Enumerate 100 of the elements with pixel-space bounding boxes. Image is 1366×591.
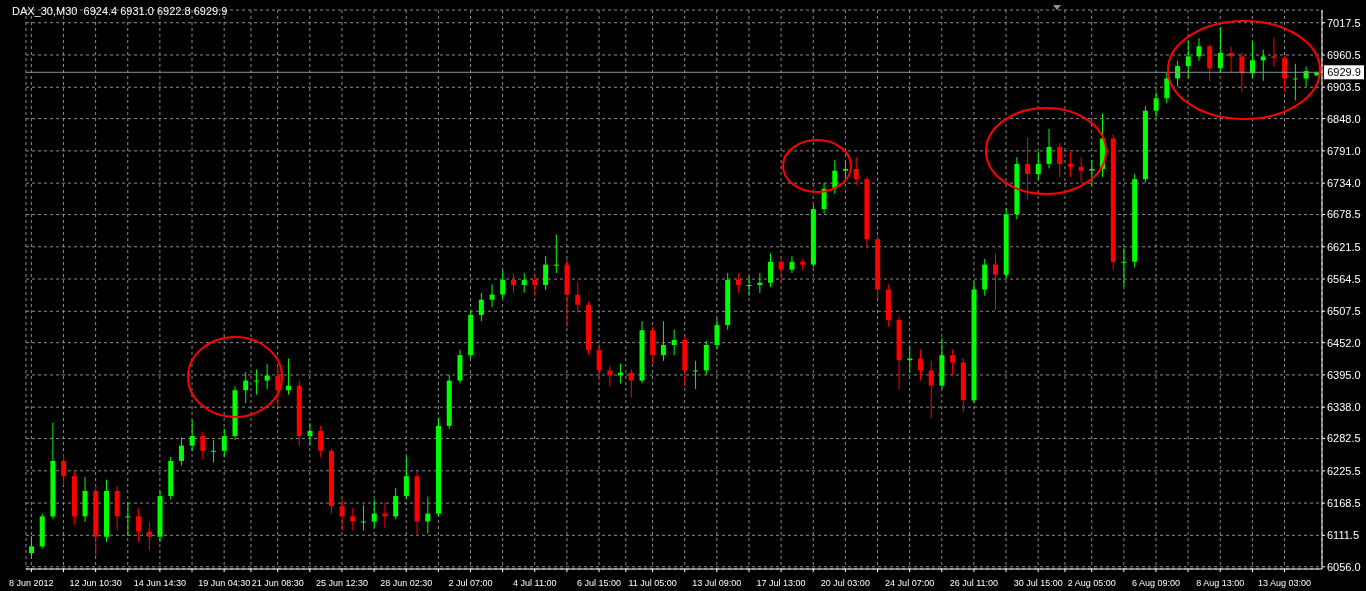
candlestick xyxy=(1025,136,1031,201)
candlestick xyxy=(1260,49,1266,82)
x-tick-label: 28 Jun 02:30 xyxy=(380,578,433,588)
candlestick xyxy=(789,255,795,274)
candlestick xyxy=(1067,150,1073,178)
candlestick xyxy=(221,428,227,458)
x-tick-label: 26 Jul 11:00 xyxy=(949,578,999,588)
x-tick-label: 17 Jul 13:00 xyxy=(756,578,806,588)
candlestick xyxy=(853,156,859,186)
candlestick xyxy=(253,368,259,396)
candlestick xyxy=(1217,26,1223,73)
x-tick-label: 2 Aug 05:00 xyxy=(1067,578,1116,588)
candlestick xyxy=(1196,37,1202,62)
x-tick-label: 11 Jul 05:00 xyxy=(628,578,677,588)
candlestick xyxy=(928,360,934,419)
candlestick xyxy=(832,159,838,195)
candlestick xyxy=(1153,91,1159,118)
candlestick xyxy=(596,343,602,382)
candlestick xyxy=(950,348,956,376)
candlestick xyxy=(211,439,217,464)
candlestick xyxy=(532,275,538,297)
x-tick-label: 19 Jun 04:30 xyxy=(198,578,251,588)
y-tick-label: 6056.0 xyxy=(1327,560,1361,573)
chart-title: DAX_30,M30 6924.4 6931.0 6922.8 6929.9 xyxy=(12,5,228,17)
y-tick-label: 6734.0 xyxy=(1327,177,1361,190)
x-tick-label: 14 Jun 14:30 xyxy=(133,578,186,588)
y-tick-label: 6903.5 xyxy=(1327,81,1361,94)
x-tick-label: 8 Jun 2012 xyxy=(9,578,54,588)
ref-line-label: 6929.9 xyxy=(1327,66,1361,79)
candlestick xyxy=(61,453,67,486)
candlestick xyxy=(660,320,666,362)
candlestick xyxy=(1089,159,1095,186)
y-tick-label: 6282.5 xyxy=(1327,432,1361,445)
candlestick xyxy=(146,521,152,551)
x-tick-label: 6 Jul 15:00 xyxy=(577,578,622,588)
y-tick-label: 6564.5 xyxy=(1327,272,1361,285)
y-tick-label: 6678.5 xyxy=(1327,208,1361,221)
candlestick xyxy=(136,507,142,543)
candlestick xyxy=(714,317,720,350)
candlestick xyxy=(29,535,34,560)
candlestick xyxy=(1035,150,1041,181)
y-tick-label: 6225.5 xyxy=(1327,464,1361,477)
x-tick-label: 25 Jun 12:30 xyxy=(315,578,368,588)
x-tick-label: 4 Jul 11:00 xyxy=(513,578,557,588)
candlestick xyxy=(521,272,527,294)
candlestick xyxy=(1121,247,1127,288)
y-tick-label: 6791.0 xyxy=(1327,144,1361,157)
candlestick xyxy=(1185,40,1191,79)
y-tick-label: 6507.5 xyxy=(1327,305,1361,318)
x-tick-label: 30 Jul 15:00 xyxy=(1013,578,1063,588)
candlestick xyxy=(1164,71,1170,104)
candlestick xyxy=(843,159,849,181)
candlestick xyxy=(393,487,399,520)
x-tick-label: 20 Jul 03:00 xyxy=(820,578,870,588)
x-tick-label: 24 Jul 07:00 xyxy=(885,578,935,588)
candlestick xyxy=(510,272,516,294)
x-tick-label: 21 Jun 08:30 xyxy=(251,578,304,588)
y-tick-label: 7017.5 xyxy=(1327,16,1361,29)
candlestick xyxy=(693,360,699,390)
x-tick-label: 6 Aug 09:00 xyxy=(1131,578,1181,588)
candlestick xyxy=(671,329,677,356)
x-tick-label: 2 Jul 07:00 xyxy=(448,578,493,588)
candlestick xyxy=(200,431,206,461)
candlestick xyxy=(575,281,581,314)
candlestick xyxy=(361,504,367,532)
x-tick-label: 8 Aug 13:00 xyxy=(1196,578,1245,588)
candlestick xyxy=(1250,40,1256,79)
candlestick xyxy=(1239,51,1245,93)
candlestick xyxy=(768,252,774,288)
candlestick xyxy=(1292,63,1298,102)
candlestick xyxy=(628,368,634,399)
candlestick xyxy=(1046,128,1052,169)
candlestick xyxy=(489,283,495,308)
y-tick-label: 6168.5 xyxy=(1327,496,1361,509)
y-tick-label: 6111.5 xyxy=(1327,529,1360,542)
x-tick-label: 13 Aug 03:00 xyxy=(1257,578,1312,588)
candlestick xyxy=(746,275,752,297)
y-tick-label: 6621.5 xyxy=(1327,240,1361,253)
candlestick xyxy=(243,371,249,404)
y-tick-label: 6395.0 xyxy=(1327,368,1361,381)
candlestick xyxy=(350,507,356,532)
candlestick xyxy=(500,269,506,300)
candlestick xyxy=(125,501,131,537)
candlestick xyxy=(403,456,409,500)
candlestick xyxy=(178,436,184,466)
candlestick xyxy=(1078,156,1084,184)
candlestick xyxy=(757,272,763,294)
candlestick xyxy=(264,363,270,390)
candlestick xyxy=(1207,43,1213,82)
candlestick xyxy=(917,348,923,382)
candlestick xyxy=(189,419,195,452)
candlestick xyxy=(543,255,549,291)
y-tick-label: 6452.0 xyxy=(1327,336,1361,349)
candlestick xyxy=(1271,37,1277,68)
candlestick xyxy=(318,425,324,458)
candlestick xyxy=(339,498,345,532)
y-tick-label: 6960.5 xyxy=(1327,48,1361,61)
candlestick xyxy=(607,365,613,387)
candlestick xyxy=(735,272,741,294)
y-tick-label: 6848.0 xyxy=(1327,112,1361,125)
